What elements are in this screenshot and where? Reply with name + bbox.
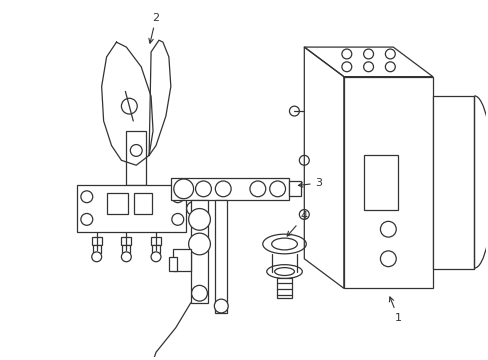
Bar [151, 237, 161, 245]
Circle shape [175, 181, 191, 197]
Bar [121, 237, 131, 245]
Bar [170, 178, 289, 200]
Circle shape [92, 252, 102, 262]
Text: 1: 1 [388, 297, 401, 323]
Bar [152, 245, 160, 253]
Text: 4: 4 [286, 211, 307, 236]
Circle shape [186, 202, 200, 215]
Circle shape [363, 49, 373, 59]
Circle shape [171, 213, 183, 225]
Circle shape [195, 181, 211, 197]
Bar [363, 156, 397, 210]
Circle shape [385, 62, 394, 72]
Bar [122, 245, 130, 253]
Circle shape [299, 156, 308, 165]
Bar [168, 257, 177, 271]
Circle shape [385, 49, 394, 59]
Circle shape [380, 251, 395, 267]
Text: 3: 3 [298, 178, 322, 188]
Circle shape [380, 221, 395, 237]
Circle shape [173, 179, 193, 199]
Circle shape [249, 181, 265, 197]
Circle shape [363, 62, 373, 72]
Bar [93, 245, 101, 253]
Bar [276, 278, 292, 298]
Bar [289, 181, 301, 196]
Bar [215, 200, 227, 313]
Circle shape [171, 191, 183, 203]
Bar [77, 185, 185, 232]
Circle shape [269, 181, 285, 197]
Circle shape [151, 252, 161, 262]
Circle shape [341, 62, 351, 72]
Circle shape [81, 213, 93, 225]
Bar [92, 237, 102, 245]
Text: 2: 2 [148, 13, 159, 43]
Bar [126, 131, 146, 185]
Bar [172, 249, 190, 271]
Bar [343, 77, 432, 288]
Bar [134, 193, 152, 215]
Circle shape [341, 49, 351, 59]
Circle shape [191, 285, 207, 301]
Circle shape [130, 145, 142, 156]
Bar [190, 200, 208, 303]
Circle shape [214, 299, 228, 313]
Circle shape [289, 106, 299, 116]
Circle shape [121, 252, 131, 262]
Circle shape [188, 233, 210, 255]
Circle shape [121, 98, 137, 114]
Circle shape [188, 208, 210, 230]
Circle shape [81, 191, 93, 203]
Bar [106, 193, 128, 215]
Circle shape [215, 181, 231, 197]
Circle shape [299, 210, 308, 219]
Bar [432, 96, 473, 269]
